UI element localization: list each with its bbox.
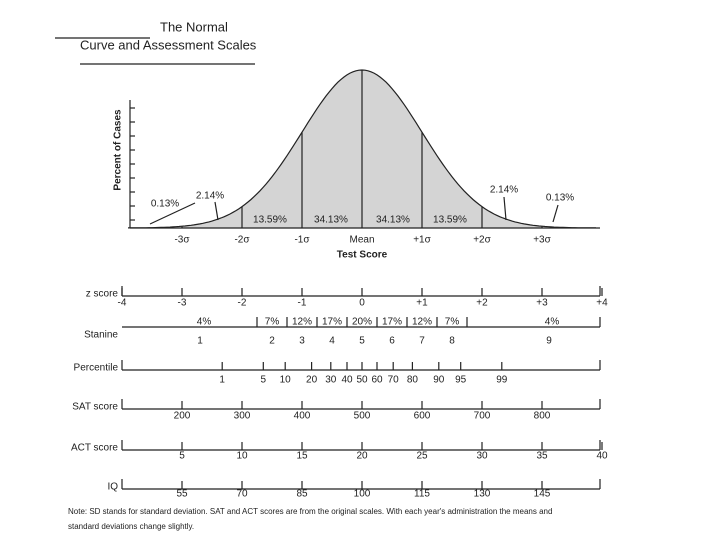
scale-label: 500 [354, 411, 371, 422]
stanine-percent: 7% [265, 317, 280, 328]
sigma-label: Mean [349, 235, 374, 246]
y-axis-label: Percent of Cases [113, 109, 124, 191]
scale-label: 99 [496, 375, 508, 386]
scale-label: +2 [476, 298, 488, 309]
scale-label: 600 [414, 411, 431, 422]
note-line: Note: SD stands for standard deviation. … [68, 507, 552, 516]
scale-label: 50 [356, 375, 368, 386]
sigma-label: -3σ [174, 235, 190, 246]
stanine-percent: 20% [352, 317, 372, 328]
scale-name: Percentile [74, 363, 119, 374]
scale-label: +1 [416, 298, 428, 309]
title-line: Curve and Assessment Scales [80, 37, 257, 52]
stanine-percent: 12% [412, 317, 432, 328]
area-label: 34.13% [314, 215, 348, 226]
area-label: 13.59% [433, 215, 467, 226]
scale-label: 800 [534, 411, 551, 422]
scale-label: 700 [474, 411, 491, 422]
stanine-label: 9 [546, 336, 552, 347]
scale-label: 400 [294, 411, 311, 422]
scale-label: 1 [219, 375, 225, 386]
scale-label: +3 [536, 298, 548, 309]
scale-label: 35 [536, 451, 548, 462]
area-label: 2.14% [196, 191, 224, 202]
sigma-label: +3σ [533, 235, 551, 246]
scale-label: 10 [280, 375, 292, 386]
scale-label: 70 [236, 489, 248, 500]
stanine-label: 4 [329, 336, 335, 347]
scale-label: +4 [596, 298, 608, 309]
scale-label: 60 [371, 375, 383, 386]
stanine-percent: 4% [545, 317, 560, 328]
area-label: 34.13% [376, 215, 410, 226]
scale-name: Stanine [84, 330, 118, 341]
scale-label: 0 [359, 298, 365, 309]
stanine-percent: 7% [445, 317, 460, 328]
scale-name: z score [86, 289, 119, 300]
stanine-label: 1 [197, 336, 203, 347]
scale-label: 300 [234, 411, 251, 422]
scale-label: 115 [414, 489, 430, 500]
scale-label: 95 [455, 375, 467, 386]
scale-name: ACT score [71, 443, 118, 454]
arrow [503, 196, 507, 221]
scale-label: 145 [534, 489, 551, 500]
scale-label: 30 [325, 375, 337, 386]
scale-label: 25 [416, 451, 428, 462]
stanine-percent: 12% [292, 317, 312, 328]
area-label: 13.59% [253, 215, 287, 226]
scale-name: SAT score [72, 402, 118, 413]
sigma-label: +2σ [473, 235, 491, 246]
sigma-label: -2σ [234, 235, 250, 246]
note-line: standard deviations change slightly. [68, 522, 194, 531]
arrow [214, 201, 219, 221]
stanine-label: 5 [359, 336, 365, 347]
stanine-label: 2 [269, 336, 275, 347]
scale-label: -4 [118, 298, 127, 309]
scale-label: 15 [296, 451, 308, 462]
stanine-percent: 4% [197, 317, 212, 328]
stanine-label: 3 [299, 336, 305, 347]
scale-label: 200 [174, 411, 191, 422]
arrow [149, 202, 196, 225]
scale-label: 20 [356, 451, 368, 462]
arrow [552, 204, 559, 223]
stanine-label: 6 [389, 336, 395, 347]
scale-label: -1 [298, 298, 307, 309]
area-label: 2.14% [490, 185, 518, 196]
scale-label: 85 [296, 489, 308, 500]
stanine-label: 8 [449, 336, 455, 347]
scale-label: 20 [306, 375, 318, 386]
stanine-label: 7 [419, 336, 425, 347]
scale-label: 70 [388, 375, 400, 386]
scale-label: 5 [261, 375, 267, 386]
scale-label: -3 [178, 298, 187, 309]
scale-label: 40 [341, 375, 353, 386]
sigma-label: -1σ [294, 235, 310, 246]
area-label: 0.13% [546, 193, 574, 204]
sigma-label: +1σ [413, 235, 431, 246]
scale-label: 130 [474, 489, 491, 500]
stanine-percent: 17% [382, 317, 402, 328]
scale-label: 10 [236, 451, 248, 462]
scale-label: 55 [176, 489, 188, 500]
stanine-percent: 17% [322, 317, 342, 328]
scale-name: IQ [107, 482, 118, 493]
area-label: 0.13% [151, 199, 179, 210]
scale-label: -2 [238, 298, 247, 309]
scale-label: 5 [179, 451, 185, 462]
scale-label: 100 [354, 489, 371, 500]
scale-label: 40 [596, 451, 608, 462]
x-axis-label: Test Score [337, 250, 388, 261]
scale-label: 90 [433, 375, 445, 386]
scale-label: 80 [407, 375, 419, 386]
scale-label: 30 [476, 451, 488, 462]
title-line: The Normal [160, 19, 228, 34]
